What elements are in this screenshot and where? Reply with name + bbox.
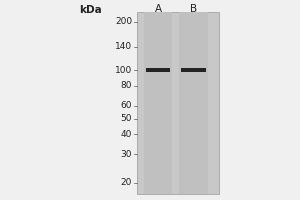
Text: kDa: kDa — [79, 5, 101, 15]
Text: 140: 140 — [115, 42, 132, 51]
Bar — [179, 12, 208, 194]
Text: B: B — [190, 4, 197, 14]
Text: 200: 200 — [115, 17, 132, 26]
Text: 40: 40 — [121, 130, 132, 139]
Text: 20: 20 — [121, 178, 132, 187]
Text: 80: 80 — [121, 81, 132, 90]
Text: 50: 50 — [121, 114, 132, 123]
Text: 30: 30 — [121, 150, 132, 159]
Text: 100: 100 — [115, 66, 132, 75]
Bar — [146, 68, 170, 72]
Bar — [144, 12, 172, 194]
Bar — [136, 12, 219, 194]
Bar — [182, 68, 206, 72]
Text: A: A — [154, 4, 162, 14]
Text: 60: 60 — [121, 101, 132, 110]
